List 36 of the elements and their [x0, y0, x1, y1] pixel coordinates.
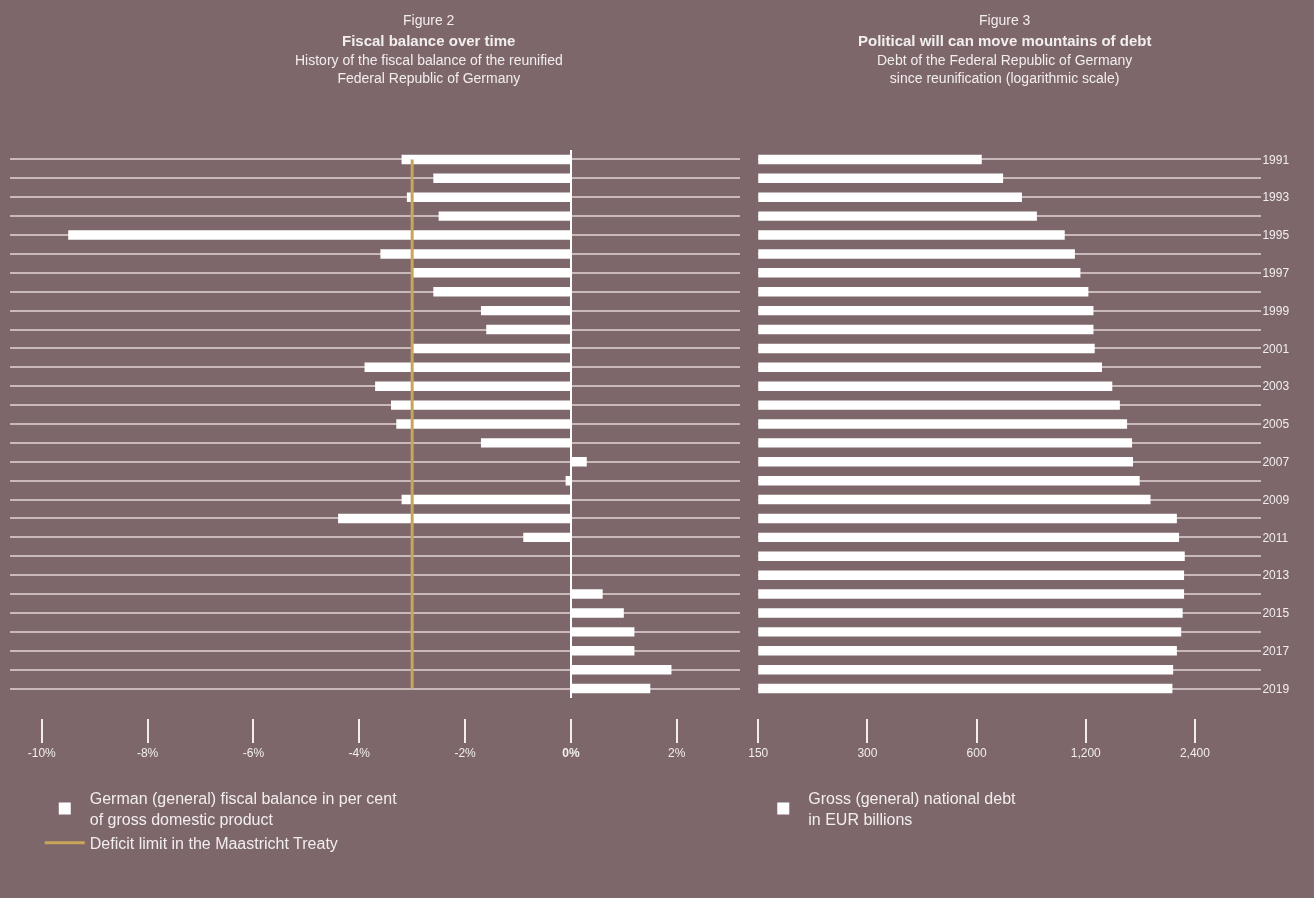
- y-tick-label: 2011: [1262, 530, 1289, 545]
- caption: Figure 2: [403, 12, 455, 28]
- legend-label: German (general) fiscal balance in per cent of gross domestic product: [89, 790, 398, 829]
- y-tick-label: 2019: [1262, 681, 1290, 696]
- x-tick-label: 1,200: [1070, 746, 1102, 761]
- y-tick-label: 1995: [1262, 228, 1290, 243]
- x-tick-label: -6%: [242, 746, 265, 761]
- chart-title: Fiscal balance over time: [342, 32, 516, 49]
- caption: Figure 3: [979, 12, 1031, 28]
- y-tick-label: 2017: [1262, 643, 1290, 658]
- y-tick-label: 1993: [1262, 190, 1290, 205]
- x-tick-label: -4%: [348, 746, 371, 761]
- x-tick-label: 150: [748, 746, 769, 761]
- x-tick-label: 0%: [562, 746, 580, 761]
- x-tick-label: 600: [966, 746, 987, 761]
- x-tick-label: 300: [857, 746, 878, 761]
- y-tick-label: 2003: [1262, 379, 1290, 394]
- y-tick-label: 2009: [1262, 492, 1290, 507]
- x-tick-label: -10%: [27, 746, 57, 761]
- chart-subtitle: History of the fiscal balance of the reunified Federal Republic of Germany: [295, 52, 563, 87]
- y-tick-label: 2005: [1262, 417, 1290, 432]
- y-tick-label: 2013: [1262, 568, 1290, 583]
- legend-label: Gross (general) national debt in EUR billions: [808, 790, 1017, 829]
- chart-title: Political will can move mountains of debt: [858, 32, 1152, 49]
- y-tick-label: 2001: [1262, 341, 1290, 356]
- y-tick-label: 1999: [1262, 303, 1290, 318]
- y-tick-label: 2007: [1262, 454, 1290, 469]
- x-tick-label: 2%: [668, 746, 686, 761]
- y-tick-label: 1997: [1262, 266, 1290, 281]
- y-tick-label: 2015: [1262, 606, 1290, 621]
- x-tick-label: -2%: [454, 746, 477, 761]
- chart-subtitle: Debt of the Federal Republic of Germany since reunification (logarithmic scale): [877, 52, 1133, 87]
- legend-label: Deficit limit in the Maastricht Treaty: [89, 835, 338, 852]
- x-tick-label: -8%: [136, 746, 159, 761]
- y-tick-label: 1991: [1262, 152, 1290, 167]
- x-tick-label: 2,400: [1179, 746, 1211, 761]
